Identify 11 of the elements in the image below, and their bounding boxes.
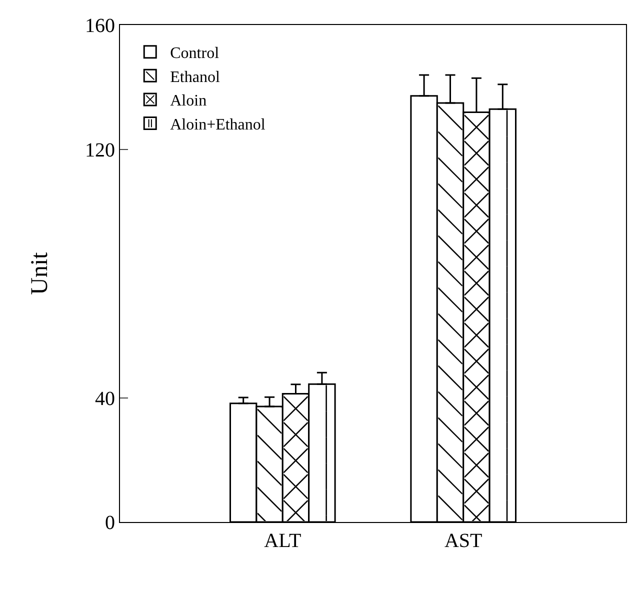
legend-label: Aloin [170, 92, 207, 110]
x-tick-label: ALT [264, 530, 302, 552]
x-tick-label: AST [444, 530, 482, 552]
y-tick-label: 40 [95, 388, 115, 410]
legend-label: Control [170, 45, 220, 62]
y-tick-label: 160 [85, 15, 115, 37]
legend-label: Ethanol [170, 68, 220, 86]
legend-label: Aloin+Ethanol [170, 116, 266, 134]
y-axis-title: Unit [27, 252, 54, 295]
y-tick-label: 120 [85, 139, 115, 162]
y-tick-label: 0 [105, 512, 115, 534]
